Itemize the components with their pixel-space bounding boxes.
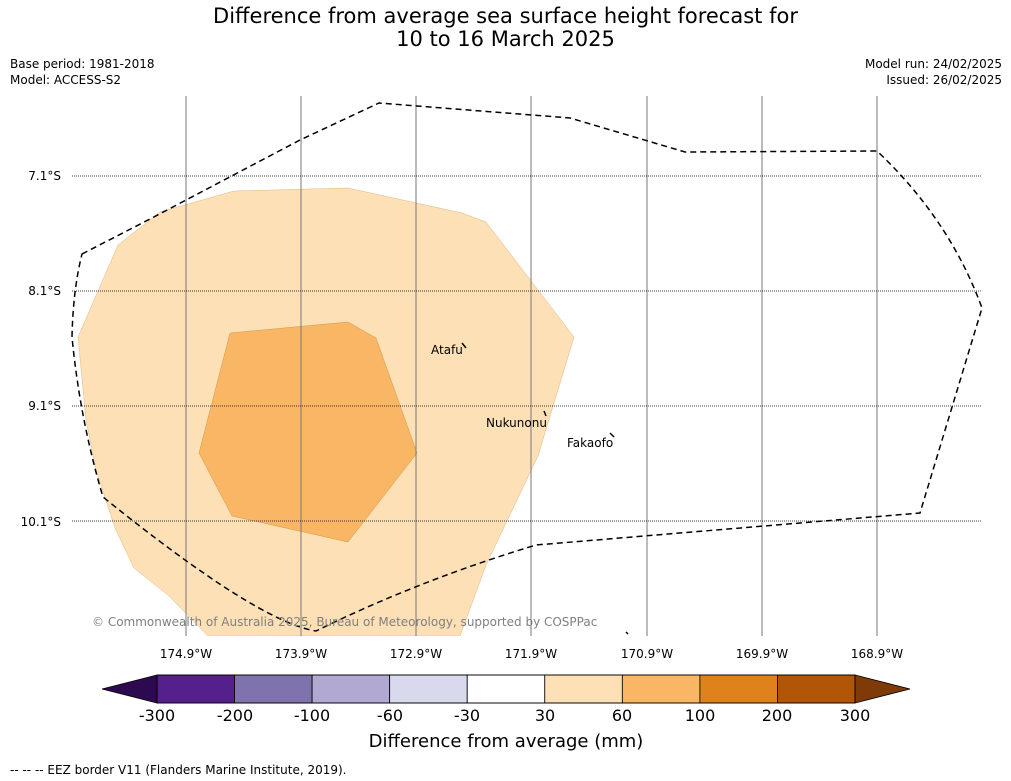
issued-text: Issued: 26/02/2025 [886, 73, 1002, 87]
longitude-gridlines [185, 96, 878, 636]
info-right: Model run: 24/02/2025 Issued: 26/02/2025 [865, 56, 1002, 88]
colorbar-tick-label: 300 [840, 706, 871, 725]
colorbar: -300 -200 -100 -60 -30 30 60 100 200 300… [101, 674, 911, 752]
model-text: Model: ACCESS-S2 [10, 73, 122, 87]
title-line-1: Difference from average sea surface heig… [213, 4, 798, 28]
longitude-labels: 174.9°W 173.9°W 172.9°W 171.9°W 170.9°W … [160, 647, 903, 661]
base-period-text: Base period: 1981-2018 [10, 57, 155, 71]
colorbar-segments [156, 674, 856, 704]
lon-label: 170.9°W [621, 647, 673, 661]
chart-title: Difference from average sea surface heig… [0, 5, 1011, 51]
place-label-nukunonu: Nukunonu [486, 416, 547, 430]
colorbar-extend-low [101, 674, 158, 704]
lon-label: 174.9°W [160, 647, 212, 661]
lon-label: 171.9°W [505, 647, 557, 661]
title-line-2: 10 to 16 March 2025 [396, 27, 615, 51]
colorbar-segment [621, 674, 701, 704]
nukunonu-island-marker [543, 410, 547, 417]
colorbar-segment [777, 674, 856, 704]
eez-border [71, 102, 983, 632]
lat-label: 7.1°S [28, 169, 61, 183]
colorbar-segment [234, 674, 313, 704]
colorbar-segment [699, 674, 778, 704]
copyright-text: © Commonwealth of Australia 2025, Bureau… [92, 615, 597, 629]
colorbar-tick-label: 30 [535, 706, 555, 725]
anomaly-region-60-100 [198, 321, 418, 543]
colorbar-label: Difference from average (mm) [369, 731, 644, 752]
colorbar-tick-label: -60 [377, 706, 403, 725]
lat-label: 9.1°S [28, 399, 61, 413]
place-label-fakaofo: Fakaofo [567, 436, 613, 450]
model-run-text: Model run: 24/02/2025 [864, 57, 1002, 71]
colorbar-tick-label: 100 [685, 706, 716, 725]
colorbar-tick-labels: -300 -200 -100 -60 -30 30 60 100 200 300 [139, 706, 870, 725]
eez-legend-footnote: -- -- -- EEZ border V11 (Flanders Marine… [10, 763, 347, 777]
place-labels: Atafu Nukunonu Fakaofo [431, 343, 613, 450]
colorbar-segment [544, 674, 623, 704]
colorbar-tick-label: -300 [139, 706, 175, 725]
info-left: Base period: 1981-2018 Model: ACCESS-S2 [10, 56, 155, 88]
lon-label: 173.9°W [275, 647, 327, 661]
colorbar-segment [466, 674, 546, 704]
colorbar-tick-label: -30 [454, 706, 480, 725]
colorbar-tick-label: 60 [612, 706, 632, 725]
swains-island-marker [625, 631, 629, 635]
colorbar-extend-high [854, 674, 911, 704]
colorbar-segment [311, 674, 391, 704]
lon-label: 172.9°W [390, 647, 442, 661]
colorbar-segment [389, 674, 468, 704]
colorbar-tick-label: 200 [762, 706, 793, 725]
place-label-atafu: Atafu [431, 343, 463, 357]
colorbar-tick-label: -100 [294, 706, 330, 725]
island-markers [461, 342, 629, 635]
map-area [77, 187, 575, 636]
colorbar-tick-label: -200 [217, 706, 253, 725]
fakaofo-island-marker [609, 432, 615, 438]
lat-label: 10.1°S [21, 515, 61, 529]
latitude-labels: 7.1°S 8.1°S 9.1°S 10.1°S [21, 169, 61, 529]
lon-label: 168.9°W [851, 647, 903, 661]
colorbar-segment [156, 674, 235, 704]
lat-label: 8.1°S [28, 284, 61, 298]
lon-label: 169.9°W [736, 647, 788, 661]
atafu-island-marker [461, 342, 467, 349]
